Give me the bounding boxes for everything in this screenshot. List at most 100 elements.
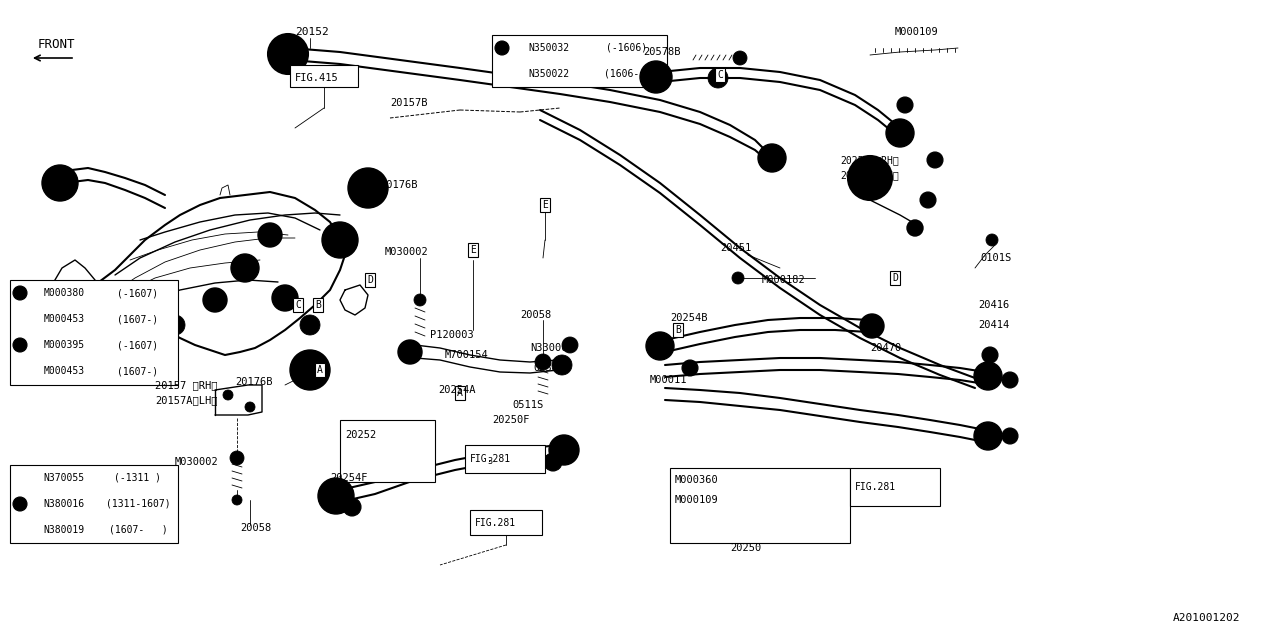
Text: M700154: M700154 [445,350,489,360]
Circle shape [552,355,572,375]
Text: 1: 1 [687,364,692,372]
Circle shape [343,498,361,516]
Circle shape [13,338,27,352]
Text: 20470: 20470 [870,343,901,353]
Circle shape [165,315,186,335]
Circle shape [860,168,881,188]
Text: 2: 2 [18,289,23,298]
Text: 4: 4 [987,351,992,360]
Text: 20176B: 20176B [236,377,273,387]
Text: FIG.281: FIG.281 [470,454,511,464]
Circle shape [230,451,244,465]
Text: FIG.281: FIG.281 [475,518,516,528]
Circle shape [549,435,579,465]
Text: 20416: 20416 [978,300,1009,310]
Circle shape [640,61,672,93]
Circle shape [708,68,728,88]
Bar [10,465,178,543]
Text: M000453: M000453 [44,314,84,324]
Circle shape [927,152,943,168]
Text: 1: 1 [902,100,908,109]
Text: FIG.281: FIG.281 [855,482,896,492]
Circle shape [682,360,698,376]
Circle shape [849,156,892,200]
Text: B: B [315,300,321,310]
Text: (-1311 ): (-1311 ) [114,473,161,483]
Circle shape [398,340,422,364]
Circle shape [280,46,296,62]
Circle shape [42,165,78,201]
Circle shape [239,262,251,274]
Text: M000360: M000360 [675,475,719,485]
Circle shape [562,337,579,353]
Circle shape [360,180,376,196]
Text: N370055: N370055 [44,473,84,483]
Text: 20451: 20451 [719,243,751,253]
Circle shape [974,362,1002,390]
Circle shape [544,453,562,471]
Text: 20250F: 20250F [492,415,530,425]
Text: P120003: P120003 [430,330,474,340]
Text: 20157B: 20157B [390,98,428,108]
Circle shape [886,119,914,147]
Text: FIG.415: FIG.415 [294,73,339,83]
Text: M030002: M030002 [385,247,429,257]
Circle shape [204,288,227,312]
Text: E: E [541,200,548,210]
Circle shape [974,422,1002,450]
Text: 20250: 20250 [730,543,762,553]
Text: 20157A〈LH〉: 20157A〈LH〉 [155,395,218,405]
Text: D: D [367,275,372,285]
Text: (-1606): (-1606) [607,43,648,53]
Circle shape [897,97,913,113]
Circle shape [732,272,744,284]
Text: 4: 4 [18,499,23,509]
Circle shape [265,230,275,240]
Text: A201001202: A201001202 [1172,613,1240,623]
Text: 2: 2 [349,502,355,511]
Text: 4: 4 [1007,431,1012,440]
Text: (1607-   ): (1607- ) [109,525,168,535]
Text: 1: 1 [925,195,931,205]
Bar [291,65,358,87]
Text: A: A [457,388,463,398]
Text: 3: 3 [488,458,493,467]
Text: 20254A: 20254A [438,385,475,395]
Circle shape [302,362,317,378]
Text: N330006: N330006 [530,343,573,353]
Circle shape [481,453,499,471]
Text: B: B [675,325,681,335]
Text: FRONT: FRONT [38,38,76,51]
Text: M000380: M000380 [44,288,84,298]
Circle shape [495,41,509,55]
Text: 20250I〈LH〉: 20250I〈LH〉 [840,170,899,180]
Text: C: C [717,70,723,80]
Text: 20578B: 20578B [643,47,681,57]
Text: 1: 1 [550,458,556,467]
Text: 20152: 20152 [294,27,329,37]
Text: 0238S: 0238S [532,363,564,373]
Circle shape [291,350,330,390]
Text: M030002: M030002 [175,457,219,467]
Circle shape [348,168,388,208]
Circle shape [920,192,936,208]
Text: N380016: N380016 [44,499,84,509]
Circle shape [232,495,242,505]
Text: 20414: 20414 [978,320,1009,330]
Circle shape [332,232,348,248]
Text: 20250H〈RH〉: 20250H〈RH〉 [840,155,899,165]
Text: 1: 1 [933,156,937,164]
Text: 1: 1 [499,44,504,52]
Bar [492,35,667,87]
Circle shape [535,354,550,370]
Circle shape [1002,372,1018,388]
Text: 20058: 20058 [241,523,271,533]
Circle shape [323,222,358,258]
Text: 0511S: 0511S [512,400,543,410]
Text: M000453: M000453 [44,366,84,376]
Circle shape [558,444,570,456]
Circle shape [860,314,884,338]
Text: (-1607): (-1607) [118,288,159,298]
Circle shape [911,224,919,232]
Text: N350022: N350022 [529,69,570,79]
